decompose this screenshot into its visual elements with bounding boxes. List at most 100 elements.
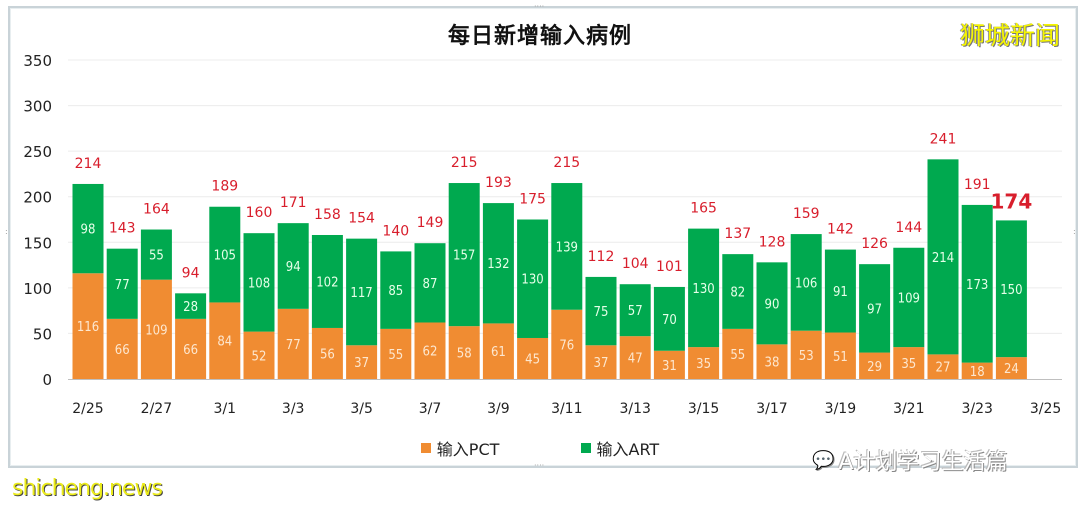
art-value-label: 28: [183, 300, 198, 315]
pct-value-label: 29: [867, 360, 882, 375]
art-value-label: 102: [316, 275, 338, 290]
pct-value-label: 84: [217, 335, 232, 350]
resize-handle-top[interactable]: ····: [534, 2, 545, 11]
total-value-label: 104: [622, 256, 649, 272]
y-tick-label: 300: [23, 98, 52, 116]
x-tick-label: 3/23: [961, 401, 992, 417]
art-value-label: 75: [594, 305, 609, 320]
art-value-label: 97: [867, 302, 882, 317]
x-axis: 2/25 2/27 3/1 3/3 3/5 3/7 3/9 3/11 3/13 3/15 3/17 3…: [72, 401, 1061, 417]
bar-segment-art: [995, 220, 1027, 358]
total-value-label: 101: [656, 259, 683, 275]
y-tick-label: 200: [23, 189, 52, 207]
bar-segment-art: [790, 234, 822, 331]
y-tick-label: 50: [33, 325, 52, 343]
art-value-label: 139: [556, 240, 578, 255]
art-value-label: 157: [453, 249, 475, 264]
bar-segment-art: [311, 234, 343, 328]
legend-label-pct: 输入PCT: [436, 440, 500, 459]
bar-segment-art: [106, 248, 138, 319]
bar-segment-pct: [653, 350, 685, 379]
pct-value-label: 77: [286, 338, 301, 353]
x-tick-label: 3/19: [825, 401, 856, 417]
x-tick-label: 3/9: [487, 401, 510, 417]
bar-segment-pct: [140, 279, 172, 379]
art-value-label: 130: [692, 282, 714, 297]
pct-value-label: 51: [833, 350, 848, 365]
x-tick-label: 3/3: [282, 401, 305, 417]
x-tick-label: 2/27: [141, 401, 172, 417]
bar-segment-pct: [551, 309, 583, 379]
art-value-label: 108: [248, 276, 270, 291]
total-value-label: 94: [182, 265, 200, 281]
brand-watermark: 狮城新闻: [959, 21, 1060, 50]
y-axis: 0 50 100 150 200 250 300 350: [23, 52, 52, 389]
bar-segment-art: [824, 249, 856, 333]
total-value-label: 137: [724, 226, 751, 242]
x-tick-label: 3/11: [551, 401, 582, 417]
bar-segment-art: [517, 219, 549, 338]
chart-title: 每日新增输入病例: [447, 24, 632, 49]
bar-segment-pct: [380, 328, 412, 379]
total-value-label: 189: [211, 179, 238, 195]
total-value-label: 215: [451, 155, 478, 171]
bar-segment-pct: [175, 318, 207, 379]
pct-value-label: 45: [525, 352, 540, 367]
x-tick-label: 3/13: [619, 401, 650, 417]
art-value-label: 85: [388, 284, 403, 299]
wechat-account-name: A计划学习生活篇: [838, 450, 1008, 475]
legend-item-pct: 输入PCT: [420, 436, 500, 460]
bar-segment-pct: [482, 323, 514, 379]
x-tick-label: 3/17: [756, 401, 787, 417]
bar-segment-art: [551, 183, 583, 310]
art-value-label: 94: [286, 260, 301, 275]
bar-segment-pct: [243, 331, 275, 379]
bar-segment-art: [209, 206, 241, 303]
y-tick-label: 100: [23, 280, 52, 298]
total-value-label: 215: [553, 155, 580, 171]
bar-segment-pct: [824, 332, 856, 379]
total-value-label: 193: [485, 175, 512, 191]
resize-handle-bottom[interactable]: ····: [534, 461, 545, 470]
bar-segment-art: [688, 228, 720, 348]
art-value-label: 91: [833, 285, 848, 300]
bar-segment-art: [346, 238, 378, 346]
art-value-label: 70: [662, 313, 677, 328]
total-value-label: 144: [895, 220, 922, 236]
pct-value-label: 109: [145, 323, 167, 338]
pct-value-label: 66: [115, 343, 130, 358]
y-tick-label: 250: [23, 143, 52, 161]
bar-segment-art: [243, 233, 275, 332]
art-value-label: 55: [149, 249, 164, 264]
bar-segment-art: [72, 183, 104, 274]
bar-segment-pct: [619, 336, 651, 379]
stacked-bar-chart: 0 50 100 150 200 250 300 350 116 98 214 66 77 143 109…: [23, 52, 1062, 417]
total-value-label: 158: [314, 207, 341, 223]
x-tick-label: 3/15: [688, 401, 719, 417]
total-value-label: 149: [417, 215, 444, 231]
pct-value-label: 52: [252, 349, 267, 364]
legend: 输入PCT 输入ART: [0, 436, 1080, 460]
bar-segment-pct: [448, 326, 480, 379]
total-value-label: 160: [246, 205, 273, 221]
bar-segment-art: [619, 284, 651, 337]
y-tick-label: 350: [23, 52, 52, 70]
bar-segment-art: [140, 229, 172, 280]
bar-segment-art: [893, 247, 925, 348]
bar-segment-pct: [790, 330, 822, 379]
art-value-label: 173: [966, 278, 988, 293]
total-value-label: 140: [382, 223, 409, 239]
pct-value-label: 66: [183, 343, 198, 358]
bar-segment-pct: [893, 347, 925, 379]
resize-handle-right[interactable]: :: [1073, 227, 1076, 236]
pct-value-label: 62: [423, 345, 438, 360]
pct-value-label: 116: [77, 320, 99, 335]
bar-segment-art: [961, 204, 993, 363]
resize-handle-left[interactable]: :: [5, 227, 8, 236]
art-value-label: 82: [730, 286, 745, 301]
x-tick-label: 3/7: [419, 401, 442, 417]
y-tick-label: 150: [23, 234, 52, 252]
bar-segment-art: [585, 276, 617, 346]
bar-segment-pct: [346, 345, 378, 379]
pct-value-label: 37: [594, 356, 609, 371]
